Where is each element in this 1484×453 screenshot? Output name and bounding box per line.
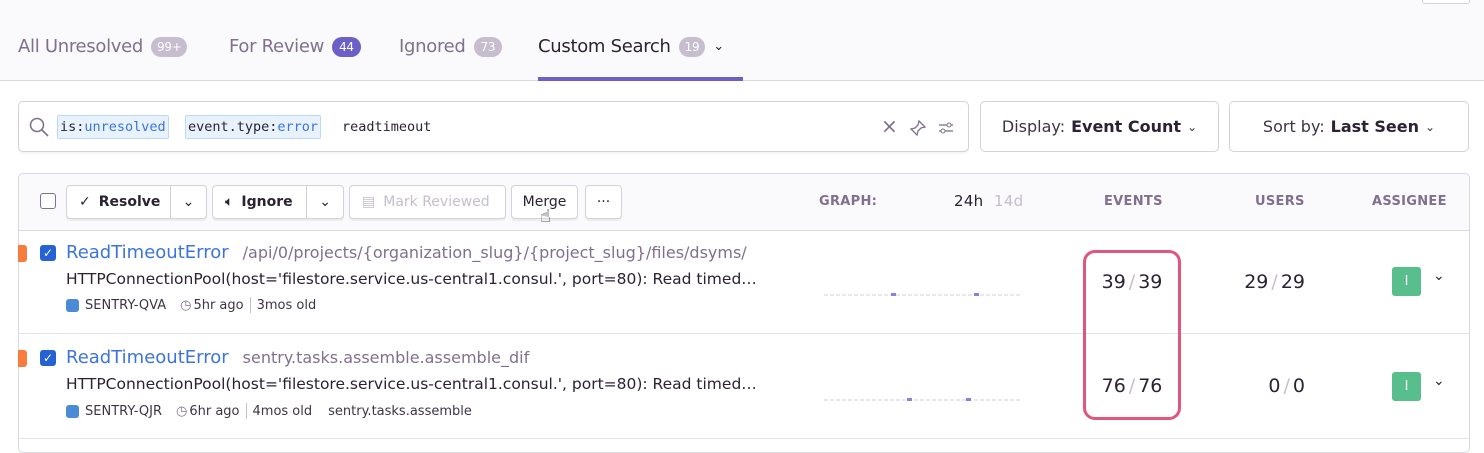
- issue-checkbox[interactable]: ✓: [40, 350, 56, 366]
- tab-ignored[interactable]: Ignored 73: [399, 36, 503, 57]
- mute-icon: 🔈︎: [225, 194, 234, 210]
- sparkline-bar: [974, 293, 979, 296]
- display-dropdown[interactable]: Display: Event Count ⌄: [980, 101, 1219, 152]
- ignore-button[interactable]: 🔈︎ Ignore: [225, 194, 293, 210]
- assignee-column-header: ASSIGNEE: [1372, 194, 1447, 209]
- search-text: readtimeout: [342, 119, 432, 135]
- display-value: Event Count: [1071, 117, 1182, 136]
- events-count[interactable]: 76/76: [1101, 375, 1163, 397]
- search-token[interactable]: event.type:error: [185, 115, 322, 139]
- python-icon: [66, 404, 79, 418]
- graph-period-14d[interactable]: 14d: [994, 192, 1024, 210]
- last-seen: 6hr ago: [189, 403, 240, 419]
- hand-cursor-icon: ☝: [540, 206, 551, 227]
- tab-count-badge: 44: [332, 36, 361, 57]
- chevron-down-icon[interactable]: ⌄: [713, 39, 724, 54]
- level-indicator: [18, 245, 27, 262]
- active-tab-indicator: [538, 77, 743, 81]
- graph-period-24h[interactable]: 24h: [954, 192, 984, 210]
- display-label: Display:: [1001, 117, 1066, 136]
- tab-count-badge: 99+: [151, 36, 188, 57]
- sparkline-bar: [891, 293, 896, 296]
- first-seen-age: 4mos old: [252, 403, 313, 419]
- tab-count-badge: 19: [678, 36, 706, 57]
- more-actions-button[interactable]: ···: [585, 185, 622, 219]
- issue-title[interactable]: ReadTimeoutError: [66, 242, 229, 263]
- assignee-avatar[interactable]: I: [1392, 372, 1421, 401]
- search-icon: [29, 117, 49, 137]
- graph-column-header: GRAPH:: [819, 194, 878, 209]
- events-highlight-box: [1083, 250, 1181, 420]
- page-header: [0, 0, 1484, 81]
- resolve-dropdown-button[interactable]: ⌄: [170, 186, 206, 218]
- last-seen: 5hr ago: [193, 297, 244, 313]
- ignore-dropdown-button[interactable]: ⌄: [306, 186, 343, 218]
- issue-message: HTTPConnectionPool(host='filestore.servi…: [66, 375, 757, 393]
- issue-checkbox[interactable]: ✓: [40, 245, 56, 261]
- search-token[interactable]: is:unresolved: [57, 115, 169, 139]
- sort-label: Sort by:: [1262, 117, 1325, 136]
- inbox-icon: ▤: [362, 194, 376, 210]
- resolve-button[interactable]: ✓ Resolve: [79, 194, 161, 210]
- sparkline-chart: [824, 398, 1022, 401]
- issue-culprit: /api/0/projects/{organization_slug}/{pro…: [242, 243, 747, 262]
- pin-icon[interactable]: [909, 119, 927, 137]
- users-column-header: USERS: [1255, 194, 1305, 209]
- issue-extra: sentry.tasks.assemble: [328, 403, 472, 419]
- issue-row[interactable]: [19, 231, 1469, 334]
- check-icon: ✓: [79, 194, 91, 210]
- chevron-down-icon: ⌄: [1425, 119, 1436, 134]
- chevron-down-icon: ⌄: [1187, 119, 1198, 134]
- top-right-button[interactable]: [1422, 0, 1470, 4]
- merge-button[interactable]: Merge: [511, 185, 578, 219]
- sort-value: Last Seen: [1330, 117, 1420, 136]
- sparkline-chart: [824, 293, 1022, 296]
- short-id[interactable]: SENTRY-QJR: [85, 403, 162, 419]
- tab-label: For Review: [229, 36, 325, 57]
- assignee-avatar[interactable]: I: [1392, 267, 1421, 296]
- tab-custom-search[interactable]: Custom Search 19 ⌄: [538, 36, 724, 57]
- short-id[interactable]: SENTRY-QVA: [85, 297, 167, 313]
- chevron-down-icon[interactable]: ⌄: [1433, 373, 1445, 389]
- issue-message: HTTPConnectionPool(host='filestore.servi…: [66, 270, 757, 288]
- select-all-checkbox[interactable]: [40, 193, 56, 209]
- clear-icon[interactable]: ×: [881, 114, 898, 138]
- issue-culprit: sentry.tasks.assemble.assemble_dif: [242, 348, 530, 367]
- tab-all-unresolved[interactable]: All Unresolved 99+: [18, 36, 188, 57]
- chevron-down-icon[interactable]: ⌄: [1433, 268, 1445, 284]
- issue-title[interactable]: ReadTimeoutError: [66, 347, 229, 368]
- first-seen-age: 3mos old: [256, 297, 317, 313]
- settings-sliders-icon[interactable]: [937, 119, 955, 137]
- divider: [245, 403, 247, 419]
- chevron-down-icon: ⌄: [319, 194, 332, 210]
- search-input[interactable]: is:unresolved event.type:error readtimeo…: [18, 101, 969, 152]
- events-count[interactable]: 39/39: [1101, 271, 1163, 293]
- clock-icon: ◷: [180, 297, 192, 313]
- mark-reviewed-button[interactable]: ▤ Mark Reviewed: [349, 185, 506, 219]
- ignore-button-group[interactable]: 🔈︎ Ignore ⌄: [212, 185, 344, 219]
- tab-for-review[interactable]: For Review 44: [229, 36, 361, 57]
- chevron-down-icon: ⌄: [182, 194, 195, 210]
- python-icon: [66, 298, 79, 312]
- issue-row[interactable]: [19, 334, 1469, 439]
- clock-icon: ◷: [176, 403, 188, 419]
- tab-label: Ignored: [399, 36, 466, 57]
- sparkline-bar: [907, 398, 912, 401]
- users-count[interactable]: 29/29: [1244, 271, 1305, 293]
- tab-label: Custom Search: [538, 36, 671, 57]
- events-column-header: EVENTS: [1104, 194, 1163, 209]
- sparkline-bar: [966, 398, 971, 401]
- divider: [249, 297, 251, 313]
- sort-dropdown[interactable]: Sort by: Last Seen ⌄: [1229, 101, 1469, 152]
- level-indicator: [18, 350, 27, 367]
- resolve-button-group[interactable]: ✓ Resolve ⌄: [66, 185, 207, 219]
- users-count[interactable]: 0/0: [1268, 375, 1305, 397]
- tab-count-badge: 73: [473, 36, 503, 57]
- tab-label: All Unresolved: [18, 36, 144, 57]
